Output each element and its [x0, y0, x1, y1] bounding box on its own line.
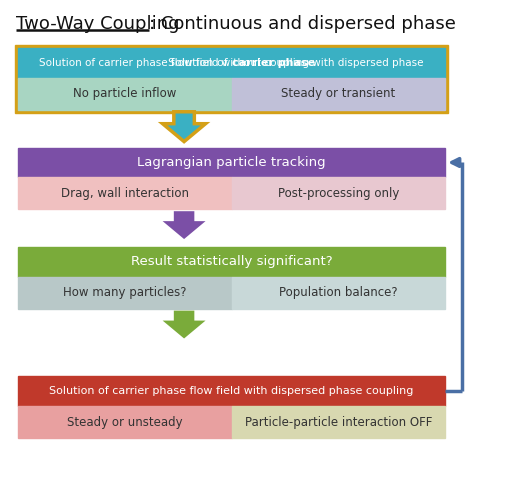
Text: Lagrangian particle tracking: Lagrangian particle tracking — [137, 156, 326, 169]
Text: Steady or unsteady: Steady or unsteady — [67, 415, 182, 428]
Bar — [18, 406, 232, 438]
Text: Two-Way Coupling: Two-Way Coupling — [16, 15, 180, 33]
Text: Steady or transient: Steady or transient — [281, 87, 396, 100]
Text: carrier phase: carrier phase — [232, 58, 315, 68]
Bar — [15, 45, 448, 113]
Text: How many particles?: How many particles? — [63, 286, 187, 299]
Bar — [18, 376, 445, 406]
Text: Solution of carrier phase flow field without coupling with dispersed phase: Solution of carrier phase flow field wit… — [40, 58, 424, 68]
Bar — [18, 247, 445, 277]
Bar — [18, 277, 232, 309]
Bar — [232, 406, 445, 438]
Bar — [232, 177, 445, 209]
Bar — [18, 48, 445, 78]
Polygon shape — [162, 211, 206, 239]
Polygon shape — [162, 112, 206, 142]
Text: No particle inflow: No particle inflow — [73, 87, 176, 100]
Bar — [232, 277, 445, 309]
Text: Post-processing only: Post-processing only — [278, 187, 399, 200]
Text: Solution of: Solution of — [169, 58, 232, 68]
Bar — [18, 148, 445, 177]
Text: Result statistically significant?: Result statistically significant? — [131, 255, 333, 268]
Text: Drag, wall interaction: Drag, wall interaction — [61, 187, 189, 200]
Text: : Continuous and dispersed phase: : Continuous and dispersed phase — [149, 15, 455, 33]
Text: Particle-particle interaction OFF: Particle-particle interaction OFF — [245, 415, 432, 428]
Bar — [18, 78, 232, 110]
Text: Population balance?: Population balance? — [279, 286, 398, 299]
Text: Solution of carrier phase flow field with dispersed phase coupling: Solution of carrier phase flow field wit… — [49, 386, 414, 396]
Bar — [232, 78, 445, 110]
Bar — [18, 177, 232, 209]
Polygon shape — [162, 311, 206, 338]
